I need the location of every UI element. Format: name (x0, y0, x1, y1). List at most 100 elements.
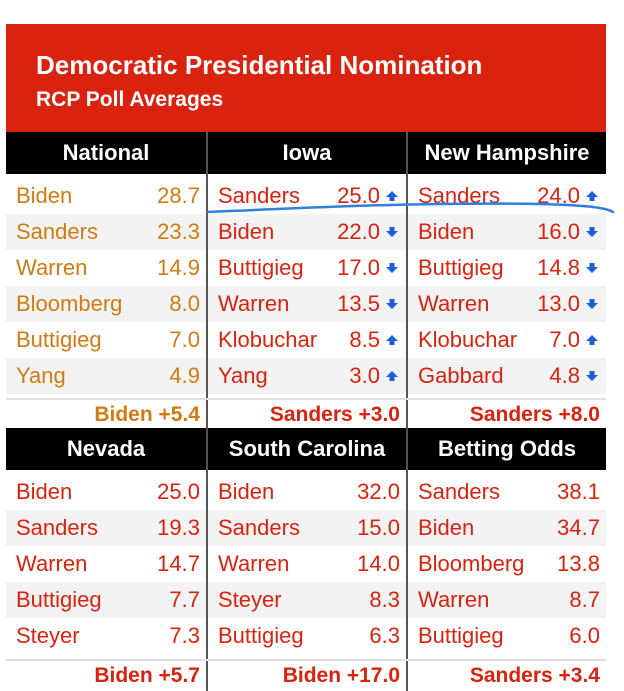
poll-value: 6.3 (369, 623, 400, 648)
candidate-name: Warren (218, 551, 290, 576)
candidate-name: Warren (418, 291, 490, 316)
rcp-poll-widget: Democratic Presidential Nomination RCP P… (6, 24, 615, 691)
candidate-row[interactable]: Klobuchar 7.0 (408, 322, 606, 358)
candidate-name: Sanders (218, 183, 300, 208)
poll-value: 16.0 (537, 219, 580, 244)
candidate-row[interactable]: Buttigieg 14.8 (408, 250, 606, 286)
candidate-name: Gabbard (418, 363, 504, 388)
poll-value: 8.7 (569, 587, 600, 612)
candidate-name: Buttigieg (16, 327, 102, 352)
candidate-name: Warren (218, 291, 290, 316)
candidate-list: Sanders 24.0 Biden 16.0 Buttigieg 14.8 Warren 1… (408, 174, 606, 394)
poll-value: 19.3 (157, 515, 200, 540)
candidate-name: Klobuchar (418, 327, 518, 352)
panel-header[interactable]: Betting Odds (408, 428, 606, 470)
poll-value: 15.0 (357, 515, 400, 540)
candidate-row[interactable]: Buttigieg 7.0 (6, 322, 206, 358)
candidate-row[interactable]: Sanders 19.3 (6, 510, 206, 546)
candidate-row[interactable]: Steyer 8.3 (208, 582, 406, 618)
candidate-row[interactable]: Buttigieg 6.3 (208, 618, 406, 654)
candidate-name: Bloomberg (16, 291, 123, 316)
trend-down-arrow-icon (584, 370, 600, 382)
candidate-row[interactable]: Buttigieg 6.0 (408, 618, 606, 654)
candidate-name: Steyer (218, 587, 282, 612)
candidate-row[interactable]: Klobuchar 8.5 (208, 322, 406, 358)
candidate-row[interactable]: Gabbard 4.8 (408, 358, 606, 394)
panel-south-carolina[interactable]: South Carolina Biden 32.0 Sanders 15.0 Warren… (206, 428, 406, 691)
panel-new-hampshire[interactable]: New Hampshire Sanders 24.0 Biden 16.0 Buttigi… (406, 132, 606, 428)
candidate-name: Biden (16, 183, 73, 208)
poll-value: 38.1 (557, 479, 600, 504)
candidate-row[interactable]: Biden 16.0 (408, 214, 606, 250)
candidate-row[interactable]: Biden 28.7 (6, 178, 206, 214)
poll-value: 4.9 (169, 363, 200, 388)
poll-value: 24.0 (537, 183, 580, 208)
poll-value: 25.0 (157, 479, 200, 504)
trend-down-arrow-icon (384, 226, 400, 238)
trend-down-arrow-icon (584, 226, 600, 238)
candidate-row[interactable]: Warren 8.7 (408, 582, 606, 618)
candidate-row[interactable]: Bloomberg 8.0 (6, 286, 206, 322)
candidate-row[interactable]: Warren 14.0 (208, 546, 406, 582)
candidate-row[interactable]: Buttigieg 7.7 (6, 582, 206, 618)
candidate-row[interactable]: Warren 14.9 (6, 250, 206, 286)
trend-down-arrow-icon (384, 298, 400, 310)
candidate-row[interactable]: Yang 4.9 (6, 358, 206, 394)
candidate-row[interactable]: Warren 13.5 (208, 286, 406, 322)
widget-subtitle: RCP Poll Averages (36, 88, 224, 111)
cropped-top-strip (0, 0, 624, 22)
candidate-name: Sanders (418, 183, 500, 208)
poll-value: 22.0 (337, 219, 380, 244)
poll-value: 6.0 (569, 623, 600, 648)
poll-value: 8.0 (169, 291, 200, 316)
panel-nevada[interactable]: Nevada Biden 25.0 Sanders 19.3 Warren 14.7 Butt… (6, 428, 206, 691)
poll-value: 7.3 (169, 623, 200, 648)
candidate-row[interactable]: Sanders 24.0 (408, 178, 606, 214)
candidate-row[interactable]: Biden 25.0 (6, 474, 206, 510)
candidate-name: Steyer (16, 623, 80, 648)
panel-header[interactable]: Iowa (208, 132, 406, 174)
candidate-name: Biden (218, 479, 275, 504)
candidate-list: Biden 25.0 Sanders 19.3 Warren 14.7 Buttigieg 7… (6, 470, 206, 654)
candidate-row[interactable]: Biden 34.7 (408, 510, 606, 546)
candidate-row[interactable]: Biden 22.0 (208, 214, 406, 250)
panel-header[interactable]: South Carolina (208, 428, 406, 470)
candidate-name: Bloomberg (418, 551, 525, 576)
poll-value: 7.0 (549, 327, 580, 352)
candidate-row[interactable]: Steyer 7.3 (6, 618, 206, 654)
panel-iowa[interactable]: Iowa Sanders 25.0 Biden 22.0 Buttigieg 17.0 War… (206, 132, 406, 428)
candidate-row[interactable]: Bloomberg 13.8 (408, 546, 606, 582)
candidate-row[interactable]: Buttigieg 17.0 (208, 250, 406, 286)
candidate-row[interactable]: Warren 13.0 (408, 286, 606, 322)
poll-value: 7.0 (169, 327, 200, 352)
panel-header[interactable]: New Hampshire (408, 132, 606, 174)
panel-betting-odds[interactable]: Betting Odds Sanders 38.1 Biden 34.7 Bloomber… (406, 428, 606, 691)
poll-value: 14.9 (157, 255, 200, 280)
candidate-row[interactable]: Sanders 15.0 (208, 510, 406, 546)
candidate-name: Sanders (418, 479, 500, 504)
candidate-name: Sanders (218, 515, 300, 540)
candidate-name: Warren (16, 255, 88, 280)
poll-value: 13.8 (557, 551, 600, 576)
candidate-row[interactable]: Warren 14.7 (6, 546, 206, 582)
poll-value: 8.3 (369, 587, 400, 612)
candidate-name: Warren (16, 551, 88, 576)
panel-national[interactable]: National Biden 28.7 Sanders 23.3 Warren 14.9 Bl… (6, 132, 206, 428)
leader-spread: Biden +5.7 (94, 664, 200, 687)
panel-header[interactable]: Nevada (6, 428, 206, 470)
candidate-row[interactable]: Yang 3.0 (208, 358, 406, 394)
candidate-name: Buttigieg (218, 623, 304, 648)
poll-value: 8.5 (349, 327, 380, 352)
candidate-row[interactable]: Sanders 25.0 (208, 178, 406, 214)
candidate-list: Biden 28.7 Sanders 23.3 Warren 14.9 Bloomberg 8… (6, 174, 206, 394)
candidate-list: Sanders 38.1 Biden 34.7 Bloomberg 13.8 Warren 8… (408, 470, 606, 654)
widget-banner[interactable]: Democratic Presidential Nomination RCP P… (6, 24, 606, 132)
poll-value: 34.7 (557, 515, 600, 540)
candidate-row[interactable]: Sanders 38.1 (408, 474, 606, 510)
poll-value: 14.8 (537, 255, 580, 280)
leader-spread: Biden +5.4 (94, 403, 200, 426)
candidate-name: Biden (418, 515, 475, 540)
candidate-row[interactable]: Biden 32.0 (208, 474, 406, 510)
candidate-row[interactable]: Sanders 23.3 (6, 214, 206, 250)
panel-header[interactable]: National (6, 132, 206, 174)
